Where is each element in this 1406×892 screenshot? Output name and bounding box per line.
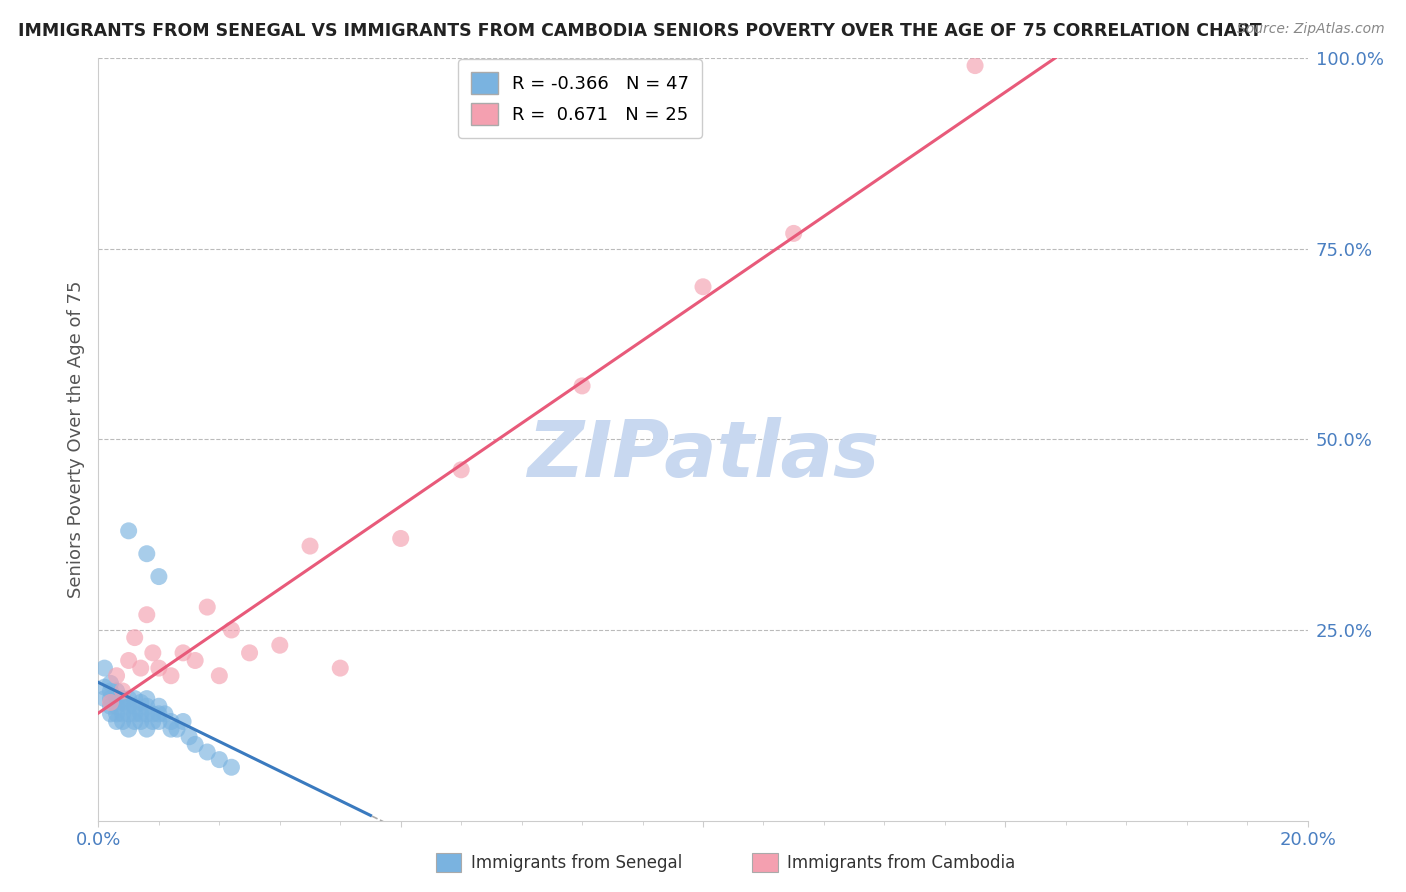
Point [135,706,157,721]
Point [111,714,134,729]
Point [269,638,291,652]
Point [135,607,157,622]
Point [111,695,134,709]
Point [118,699,141,714]
Point [142,646,165,660]
Point [105,669,128,683]
Point [571,379,593,393]
Point [692,279,714,293]
Point [124,714,146,729]
Point [783,227,806,241]
Text: Source: ZipAtlas.com: Source: ZipAtlas.com [1237,22,1385,37]
Point [172,714,194,729]
Point [129,706,152,721]
Point [105,699,128,714]
Point [111,706,134,721]
Point [329,661,352,675]
Text: Immigrants from Senegal: Immigrants from Senegal [471,854,682,871]
Point [184,737,207,751]
Point [105,691,128,706]
Point [100,706,122,721]
Point [153,706,176,721]
Point [195,600,218,615]
Point [148,569,170,583]
Point [184,653,207,667]
Point [148,661,170,675]
Point [148,714,170,729]
Point [129,714,152,729]
Point [93,680,115,694]
Text: ZIPatlas: ZIPatlas [527,417,879,492]
Point [124,631,146,645]
Point [118,524,141,538]
Point [118,691,141,706]
Point [100,684,122,698]
Point [118,653,141,667]
Point [129,695,152,709]
Point [93,691,115,706]
Point [142,714,165,729]
Point [299,539,322,553]
Point [965,59,987,73]
Point [135,722,157,736]
Point [389,532,412,546]
Point [100,691,122,706]
Text: Immigrants from Cambodia: Immigrants from Cambodia [787,854,1015,871]
Point [135,547,157,561]
Point [118,706,141,721]
Point [208,669,231,683]
Point [160,669,183,683]
Point [100,695,122,709]
Point [160,722,183,736]
Point [129,661,152,675]
Point [105,714,128,729]
Y-axis label: Seniors Poverty Over the Age of 75: Seniors Poverty Over the Age of 75 [66,281,84,598]
Point [135,691,157,706]
Point [93,661,115,675]
Point [239,646,262,660]
Point [450,463,472,477]
Text: IMMIGRANTS FROM SENEGAL VS IMMIGRANTS FROM CAMBODIA SENIORS POVERTY OVER THE AGE: IMMIGRANTS FROM SENEGAL VS IMMIGRANTS FR… [18,22,1263,40]
Point [111,691,134,706]
Point [124,699,146,714]
Point [148,706,170,721]
Point [166,722,188,736]
Point [179,730,201,744]
Point [105,706,128,721]
Point [135,699,157,714]
Point [124,691,146,706]
Point [221,760,243,774]
Point [124,706,146,721]
Point [142,706,165,721]
Point [221,623,243,637]
Point [118,722,141,736]
Point [208,753,231,767]
Point [100,676,122,690]
Point [111,684,134,698]
Point [148,699,170,714]
Point [105,684,128,698]
Point [195,745,218,759]
Legend: R = -0.366   N = 47, R =  0.671   N = 25: R = -0.366 N = 47, R = 0.671 N = 25 [458,60,702,137]
Point [172,646,194,660]
Point [100,699,122,714]
Point [160,714,183,729]
